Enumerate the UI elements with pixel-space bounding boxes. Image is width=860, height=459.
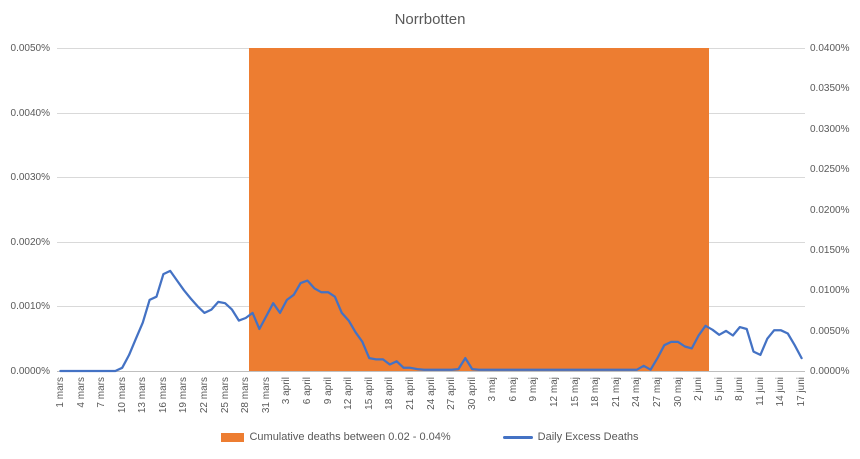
legend-band-label: Cumulative deaths between 0.02 - 0.04% <box>249 431 451 443</box>
x-axis-tick-label: 12 maj <box>549 377 561 408</box>
x-axis-tick-label: 8 juni <box>734 377 746 401</box>
x-axis-tick-label: 24 maj <box>631 377 643 408</box>
x-axis-tick-label: 18 april <box>384 377 396 410</box>
x-axis-tick-label: 13 mars <box>137 377 149 414</box>
x-axis-tick-label: 21 maj <box>610 377 622 408</box>
y-axis-right-tick-label: 0.0100% <box>810 285 850 297</box>
x-axis-tick-label: 6 maj <box>507 377 519 402</box>
y-axis-right-tick-label: 0.0200% <box>810 204 850 216</box>
y-axis-left-tick-label: 0.0000% <box>10 366 50 377</box>
x-axis-tick-label: 28 mars <box>240 377 252 414</box>
legend-line-label: Daily Excess Deaths <box>537 431 639 443</box>
x-axis-tick-label: 6 april <box>301 377 313 405</box>
x-axis-tick-label: 14 juni <box>775 377 787 407</box>
legend-item-line: Daily Excess Deaths <box>502 431 639 443</box>
y-axis-right-tick-label: 0.0300% <box>810 123 850 135</box>
x-axis-tick-label: 21 april <box>404 377 416 410</box>
x-axis-tick-label: 5 juni <box>713 377 725 401</box>
x-axis-tick-label: 12 april <box>343 377 355 410</box>
gridline <box>57 371 805 372</box>
y-axis-left-tick-label: 0.0040% <box>10 107 50 119</box>
x-axis-tick-label: 19 mars <box>178 377 190 414</box>
x-axis-tick-label: 27 april <box>446 377 458 410</box>
x-axis-tick-label: 30 maj <box>672 377 684 408</box>
y-axis-right-tick-label: 0.0350% <box>810 83 850 95</box>
band-swatch-icon <box>221 432 245 442</box>
y-axis-right-tick-label: 0.0050% <box>810 325 850 337</box>
x-axis-tick-label: 10 mars <box>116 377 128 414</box>
x-axis-tick-label: 16 mars <box>157 377 169 414</box>
x-axis-tick-label: 9 maj <box>528 377 540 402</box>
legend: Cumulative deaths between 0.02 - 0.04% D… <box>0 431 860 443</box>
x-axis-tick-label: 24 april <box>425 377 437 410</box>
x-axis-tick-label: 17 juni <box>796 377 808 407</box>
x-axis-tick-label: 3 maj <box>487 377 499 402</box>
x-axis-tick-label: 15 april <box>363 377 375 410</box>
x-axis-tick-label: 9 april <box>322 377 334 405</box>
daily-excess-line <box>59 269 803 373</box>
x-axis-tick-label: 25 mars <box>219 377 231 414</box>
x-axis-tick-label: 4 mars <box>75 377 87 408</box>
y-axis-left-tick-label: 0.0050% <box>10 43 50 54</box>
y-axis-left-tick-label: 0.0030% <box>10 172 50 184</box>
x-axis-tick-label: 27 maj <box>651 377 663 408</box>
cumulative-band-area <box>249 48 709 371</box>
x-axis-tick-label: 22 mars <box>199 377 211 414</box>
x-axis-tick-label: 7 mars <box>96 377 108 408</box>
chart-title: Norrbotten <box>394 11 466 28</box>
x-axis-tick-label: 15 maj <box>569 377 581 408</box>
x-axis-tick-label: 18 maj <box>590 377 602 408</box>
x-axis-tick-label: 31 mars <box>260 377 272 414</box>
y-axis-left-tick-label: 0.0010% <box>10 301 50 313</box>
y-axis-right-tick-label: 0.0000% <box>810 366 850 377</box>
legend-item-band: Cumulative deaths between 0.02 - 0.04% <box>221 431 451 443</box>
line-swatch-icon <box>502 435 533 439</box>
x-axis-tick-label: 2 juni <box>693 377 705 401</box>
x-axis-tick-label: 11 juni <box>754 377 766 406</box>
y-axis-right-tick-label: 0.0150% <box>810 244 850 256</box>
y-axis-left-tick-label: 0.0020% <box>10 236 50 248</box>
x-axis-tick-label: 3 april <box>281 377 293 405</box>
y-axis-right-tick-label: 0.0250% <box>810 164 850 176</box>
x-axis-tick-label: 30 april <box>466 377 478 410</box>
x-axis-tick-label: 1 mars <box>54 377 66 408</box>
y-axis-right-tick-label: 0.0400% <box>810 43 850 54</box>
